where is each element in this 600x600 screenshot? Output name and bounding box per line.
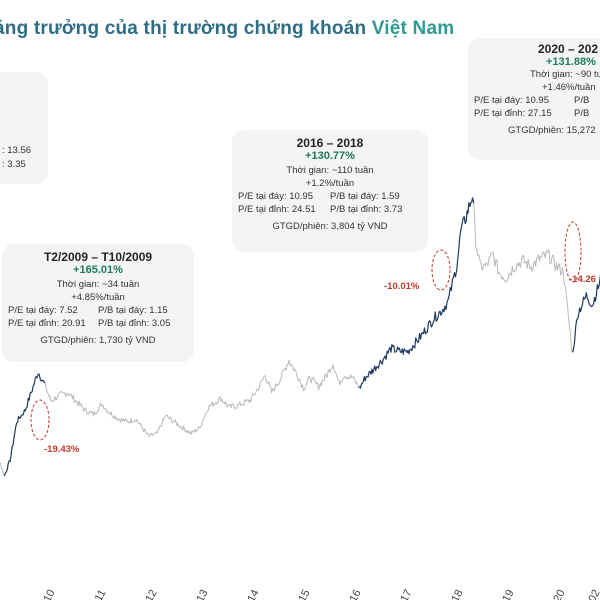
x-tick-label: 01/2018: [436, 588, 465, 600]
box-2020-pb-bottom: P/B: [574, 95, 590, 106]
drawdown-label: -19.43%: [44, 444, 80, 455]
box-2020-time: Thời gian: ~90 tuầ: [530, 69, 600, 80]
partial-value-2: : 3.35: [2, 159, 26, 170]
chart-title: áng trưởng của thị trường chứng khoán Vi…: [0, 18, 455, 39]
x-tick-label: 01/2011: [80, 588, 109, 600]
box-2016-gtgd: GTGD/phiên: 3,804 tỷ VND: [272, 221, 388, 232]
partial-value-1: : 13.56: [2, 145, 32, 156]
x-tick-label: 01/2015: [283, 588, 312, 600]
box-2020-pb-peak: P/B: [574, 108, 590, 119]
annotation-box-2016: 2016 – 2018 +130.77% Thời gian: ~110 tuầ…: [232, 130, 428, 252]
box-2020-pct: +131.88%: [546, 56, 596, 68]
index-segment: [0, 462, 5, 477]
box-2009-pe-peak: P/E tại đỉnh: 20.91: [8, 318, 86, 329]
box-2016-pb-peak: P/B tại đỉnh: 3.73: [330, 204, 403, 215]
x-tick-label: 01/2020: [538, 588, 567, 600]
box-2020-pe-bottom: P/E tại đáy: 10.95: [474, 95, 549, 106]
box-2016-title: 2016 – 2018: [296, 136, 364, 150]
annotation-box-partial: : 13.56 : 3.35: [0, 72, 48, 184]
correction-ellipse: [431, 249, 451, 291]
x-tick-label: 01/2012: [130, 588, 159, 600]
box-2020-rate: +1.46%/tuần: [542, 82, 596, 93]
rally-segment: [358, 197, 475, 389]
x-tick-label: 01/202: [576, 588, 600, 600]
correction-ellipse: [564, 221, 582, 283]
box-2009-gtgd: GTGD/phiên: 1,730 tỷ VND: [40, 335, 156, 346]
box-2009-pb-peak: P/B tại đỉnh: 3.05: [98, 318, 171, 329]
x-tick-label: 01/2019: [487, 588, 516, 600]
box-2009-pct: +165.01%: [73, 264, 123, 276]
box-2016-pe-bottom: P/E tại đáy: 10.95: [238, 191, 313, 202]
correction-ellipse: [30, 399, 50, 441]
box-2020-title: 2020 – 202: [538, 42, 599, 56]
x-axis-ticks: 01/2009 01/2010 01/2011 01/2012 01/2013 01/20…: [0, 588, 600, 600]
x-tick-label: 01/2014: [232, 588, 261, 600]
x-tick-label: 01/2013: [181, 588, 210, 600]
chart-marks: -19.43% -10.01% -14.26: [30, 221, 596, 455]
box-2016-rate: +1.2%/tuần: [305, 178, 355, 189]
x-tick-label: 01/2017: [385, 588, 414, 600]
x-tick-label: 01/2009: [0, 588, 3, 600]
box-2009-pe-bottom: P/E tại đáy: 7.52: [8, 305, 78, 316]
x-tick-label: 01/2016: [334, 588, 363, 600]
annotation-box-2009: T2/2009 – T10/2009 +165.01% Thời gian: ~…: [2, 244, 194, 362]
annotation-box-2020: 2020 – 202 +131.88% Thời gian: ~90 tuầ +…: [468, 38, 600, 160]
box-2016-pct: +130.77%: [305, 150, 355, 162]
box-2009-title: T2/2009 – T10/2009: [43, 250, 153, 264]
box-2020-gtgd: GTGD/phiên: 15,272: [508, 125, 596, 136]
rally-segment: [3, 373, 46, 477]
box-2020-pe-peak: P/E tại đỉnh: 27.15: [474, 108, 552, 119]
title-highlight: Việt Nam: [371, 18, 455, 39]
rally-segment: [571, 274, 600, 353]
box-2009-pb-bottom: P/B tại đáy: 1.15: [98, 305, 168, 316]
drawdown-label: -14.26: [569, 274, 596, 285]
box-2016-pe-peak: P/E tại đỉnh: 24.51: [238, 204, 316, 215]
box-2016-pb-bottom: P/B tại đáy: 1.59: [330, 191, 400, 202]
index-segment: [44, 359, 360, 437]
box-2016-time: Thời gian: ~110 tuần: [286, 165, 374, 176]
chart-lines: [0, 197, 600, 477]
box-2009-time: Thời gian: ~34 tuần: [56, 279, 140, 290]
index-segment: [473, 203, 573, 353]
x-tick-label: 01/2010: [28, 588, 57, 600]
drawdown-label: -10.01%: [384, 281, 420, 292]
box-2009-rate: +4.85%/tuần: [71, 292, 125, 303]
